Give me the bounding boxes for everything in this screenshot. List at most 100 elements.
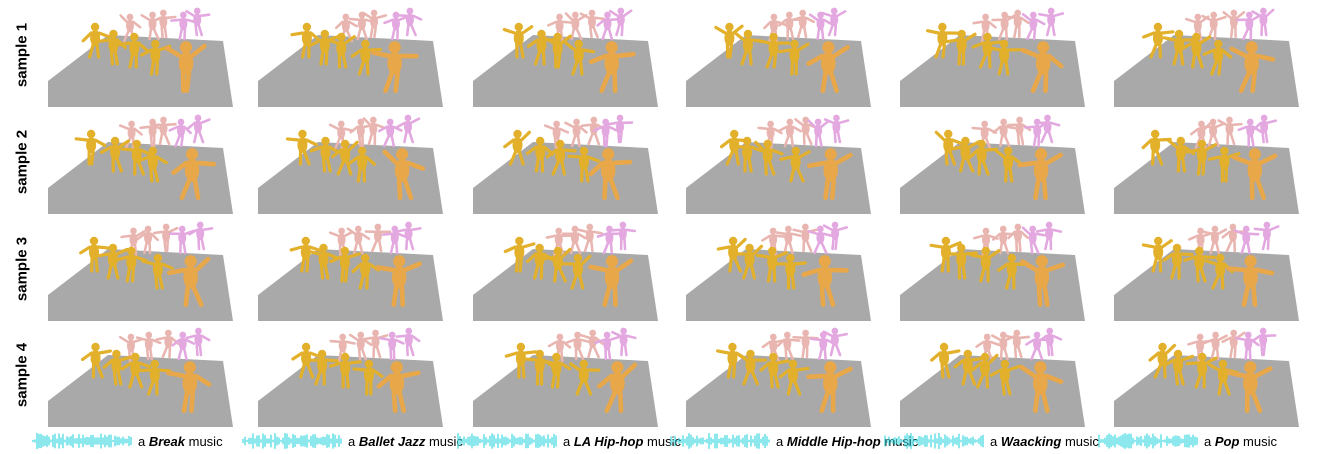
caption-suffix: music [1243, 433, 1277, 449]
dancer-figure [1034, 114, 1061, 144]
genre-name: LA Hip-hop [573, 433, 644, 449]
dancer-figure [348, 11, 375, 41]
waveform-icon [884, 433, 984, 449]
dancer-figure [1222, 9, 1246, 39]
dancer-figure [1162, 29, 1196, 66]
dancer-figure [1251, 7, 1275, 37]
caption-suffix: music [647, 433, 681, 449]
dancer-figure [564, 39, 596, 76]
dancer-figure [136, 225, 159, 255]
dancer-figure [289, 236, 322, 273]
dancer-figure [141, 253, 174, 290]
dancer-figure [325, 32, 356, 69]
dancer-figure [567, 146, 600, 183]
dancer-figure [503, 129, 531, 166]
dancer-figure [79, 236, 111, 273]
floor-plane [473, 35, 658, 107]
dancer-figure [776, 331, 801, 361]
dancer-figure [171, 331, 196, 361]
dancer-figure [504, 342, 538, 379]
dancer-figure [1202, 39, 1233, 76]
render-cell-sample-2-pop [1104, 110, 1309, 214]
row-label-sample-4: sample 4 [4, 325, 40, 425]
dancer-figure [545, 139, 577, 176]
row-label-text: sample 2 [13, 129, 31, 195]
dancer-figure [934, 129, 965, 166]
waveform-icon [457, 433, 557, 449]
dancer-figure [168, 225, 196, 255]
dancer-figure [151, 9, 177, 39]
dancer-figure [754, 139, 784, 176]
dancer-figure [823, 114, 850, 144]
dancer-figure [74, 129, 107, 166]
dancer-figure [779, 146, 811, 183]
caption-text: a Waacking music [990, 434, 1099, 449]
dancer-figure [1235, 331, 1260, 361]
dancer-figure [396, 7, 423, 37]
row-label-text: sample 3 [13, 236, 31, 302]
dancer-figure [526, 29, 559, 66]
render-cell-sample-1-break [38, 3, 243, 107]
music-caption-la-hip-hop: a LA Hip-hop music [457, 430, 681, 452]
dancer-figure [171, 148, 217, 201]
render-cell-sample-3-waacking [890, 217, 1095, 321]
dancer-figure [1020, 41, 1064, 94]
dancer-figure [608, 7, 633, 37]
row-label-sample-3: sample 3 [4, 219, 40, 319]
dancer-figure [362, 9, 388, 39]
dancer-figure [561, 253, 592, 290]
floor-plane [900, 355, 1085, 427]
dancer-figure [540, 352, 572, 389]
dancer-figure [930, 342, 961, 379]
dancer-figure [117, 32, 149, 69]
dancer-figure [993, 146, 1023, 183]
dancer-figure [1221, 223, 1247, 253]
dancer-figure [348, 331, 373, 361]
caption-suffix: music [1064, 433, 1099, 449]
dancer-figure [1025, 331, 1051, 361]
dancer-figure [155, 329, 180, 359]
dancer-figure [926, 22, 959, 59]
dancer-figure [755, 246, 788, 283]
caption-suffix: music [428, 433, 463, 449]
dancer-figure [945, 29, 977, 66]
dancer-figure [929, 236, 962, 273]
dancer-figure [166, 361, 212, 414]
dancer-figure [503, 236, 536, 273]
caption-prefix: a [138, 433, 146, 449]
waveform-icon [1098, 433, 1198, 449]
dancer-figure [789, 9, 816, 39]
caption-prefix: a [1204, 433, 1212, 449]
dancer-figure [991, 11, 1017, 41]
dancer-figure [969, 246, 1001, 283]
genre-name: Middle Hip-hop [786, 433, 881, 449]
dancer-figure [1038, 327, 1063, 357]
dancer-figure [352, 359, 384, 396]
dancer-figure [970, 352, 999, 389]
render-cell-sample-3-pop [1104, 217, 1309, 321]
dancer-figure [778, 359, 810, 396]
dancer-figure [735, 349, 768, 386]
dancer-figure [330, 139, 359, 176]
dancer-figure [285, 129, 319, 166]
dancer-figure [561, 225, 587, 255]
floor-plane [900, 35, 1085, 107]
dancer-figure [992, 118, 1017, 148]
dancer-figure [775, 225, 802, 255]
dancer-figure [364, 223, 392, 253]
render-cell-sample-1-middle-hip-hop [676, 3, 881, 107]
dancer-figure [99, 136, 130, 173]
render-cell-sample-1-ballet-jazz [248, 3, 453, 107]
dancer-figure [1004, 9, 1030, 39]
dancer-figure [115, 246, 148, 283]
dancer-figure [801, 255, 849, 308]
dancer-figure [822, 327, 848, 357]
dancer-figure [1020, 255, 1066, 308]
dancer-figure [1148, 342, 1177, 379]
dancer-figure [542, 32, 572, 69]
render-cell-sample-2-ballet-jazz [248, 110, 453, 214]
dancer-figure [164, 41, 207, 94]
floor-plane [686, 249, 871, 321]
dancer-figure [1226, 361, 1273, 414]
caption-prefix: a [563, 433, 571, 449]
